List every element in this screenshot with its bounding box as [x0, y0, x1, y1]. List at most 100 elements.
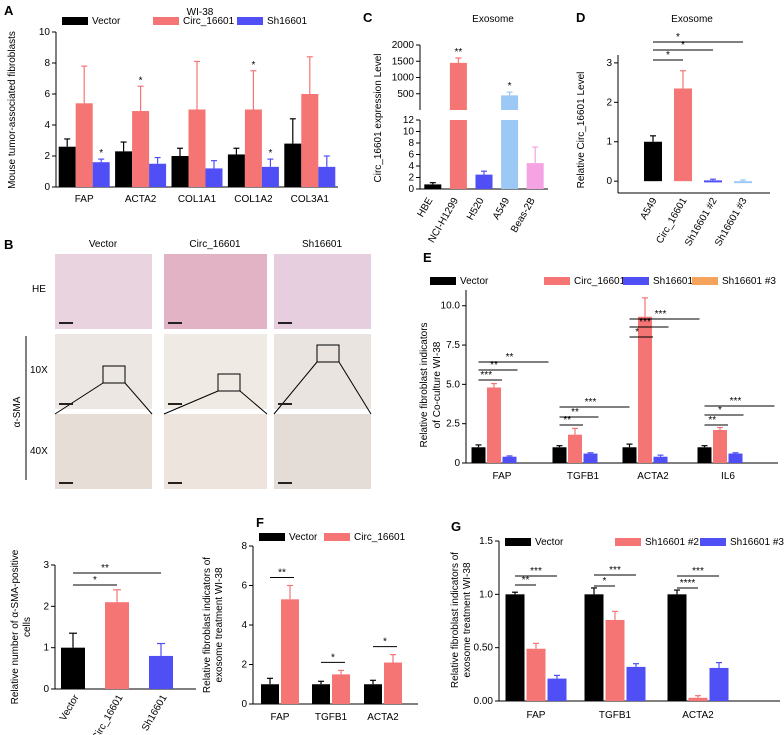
- c-bar: [501, 120, 519, 189]
- e-ylabel-1: Relative fibroblast indicators: [419, 322, 430, 447]
- f-bar: [384, 662, 402, 704]
- zoom-line: [338, 361, 372, 415]
- g-sig-star: ***: [692, 566, 704, 577]
- zoom-box-vector: [102, 365, 126, 384]
- img-40x-circ: [164, 414, 267, 489]
- e-legend-vector-label: Vector: [460, 276, 489, 287]
- g-legend-sh3-label: Sh16601 #3: [730, 537, 784, 548]
- a-bar: [227, 154, 245, 187]
- g-y-tick-label: 0.50: [474, 643, 494, 654]
- panel-b-micrographs: Vector Circ_16601 Sh16601 HE 10X 40X α-S…: [12, 239, 372, 489]
- bq-ylabel-1: Relative number of α-SMA-positive: [10, 549, 21, 704]
- d-bar: [704, 180, 722, 183]
- c-y-tick-label: 1000: [392, 73, 415, 84]
- a-bar: [92, 162, 110, 187]
- img-he-vector: [55, 254, 152, 329]
- g-legend-sh2-swatch: [615, 538, 641, 546]
- bq-bar: [105, 602, 129, 689]
- zoom-line: [54, 382, 104, 415]
- e-sig-star: **: [708, 415, 716, 426]
- e-sig-star: *: [718, 405, 722, 416]
- d-x-label: Sh16601 #3: [713, 196, 750, 249]
- a-bar: [115, 151, 133, 187]
- c-star: *: [508, 81, 512, 92]
- d-y-tick-label: 3: [606, 58, 612, 69]
- a-y-tick-label: 0: [44, 182, 50, 193]
- e-legend-circ-swatch: [544, 277, 570, 285]
- a-bar: [301, 94, 319, 187]
- c-y-tick-label: 500: [397, 89, 414, 100]
- g-legend-vector-swatch: [505, 538, 531, 546]
- e-y-tick-label: 2.5: [446, 419, 460, 430]
- c-bar: [501, 95, 519, 110]
- scale-bar: [278, 403, 292, 405]
- g-legend-vector-label: Vector: [535, 537, 564, 548]
- g-bar: [526, 648, 546, 701]
- img-he-sh: [274, 254, 371, 329]
- bq-ylabel-2: cells: [22, 617, 33, 637]
- img-10x-circ: [164, 334, 267, 409]
- c-ylabel: Circ_16601 expression Level: [373, 54, 384, 183]
- g-bar: [667, 594, 687, 701]
- g-bar: [505, 594, 525, 701]
- scale-bar: [278, 482, 292, 484]
- g-y-tick-label: 1.5: [479, 536, 493, 547]
- e-sig-star: ***: [639, 317, 651, 328]
- e-ylabel-2: of Co-culture WI-38: [432, 341, 443, 428]
- a-y-tick-label: 6: [44, 89, 50, 100]
- a-x-label: COL1A1: [178, 194, 217, 205]
- e-sig-star: ***: [655, 309, 667, 320]
- zoom-line: [239, 390, 268, 415]
- bq-bar: [61, 647, 85, 689]
- e-bar: [487, 387, 501, 463]
- f-bar: [281, 599, 299, 704]
- e-bar: [568, 434, 582, 463]
- c-y-tick-label: 1500: [392, 56, 415, 67]
- f-ylabel-2: exosome treatment WI-38: [214, 567, 225, 682]
- e-bar: [502, 456, 517, 463]
- d-x-label: Circ_16601: [654, 196, 689, 246]
- a-bar: [205, 168, 223, 187]
- c-y-tick-label: 8: [408, 138, 414, 149]
- f-bar: [312, 684, 330, 704]
- a-star: *: [99, 148, 103, 159]
- a-y-tick-label: 2: [44, 151, 50, 162]
- c-x-label: H520: [465, 196, 487, 223]
- b-row-he: HE: [32, 284, 46, 295]
- a-bar: [244, 109, 262, 187]
- e-x-label: TGFB1: [567, 471, 600, 482]
- c-x-label: A549: [491, 196, 512, 222]
- a-bar: [149, 163, 167, 187]
- c-bar: [526, 163, 544, 189]
- panel-label-c: C: [363, 10, 373, 25]
- e-legend-vector-swatch: [430, 277, 456, 285]
- c-y-tick-label: 4: [408, 161, 414, 172]
- e-sig-star: **: [571, 407, 579, 418]
- a-bar: [261, 166, 279, 187]
- d-sig-star: *: [666, 50, 670, 61]
- f-legend-vector-swatch: [259, 533, 285, 541]
- g-ylabel-2: exosome treatment WI-38: [462, 562, 473, 677]
- c-bar: [449, 120, 467, 189]
- c-bar: [449, 62, 467, 110]
- bq-y-tick-label: 3: [43, 560, 49, 571]
- g-sig-star: **: [522, 575, 530, 586]
- e-bar: [728, 453, 743, 463]
- zoom-line: [163, 390, 219, 415]
- bq-sig-star: **: [101, 563, 109, 574]
- e-bar: [638, 316, 652, 463]
- b-row-40x: 40X: [30, 446, 48, 457]
- bq-x-label: Vector: [58, 692, 82, 723]
- e-y-tick-label: 5.0: [446, 379, 460, 390]
- scale-bar: [59, 482, 73, 484]
- d-bar: [674, 88, 692, 182]
- d-x-label: A549: [638, 196, 659, 222]
- f-x-label: TGFB1: [315, 712, 348, 723]
- g-bar: [626, 666, 646, 701]
- a-bar: [58, 146, 76, 187]
- a-x-label: FAP: [75, 194, 94, 205]
- a-star: *: [268, 148, 272, 159]
- panel-label-f: F: [256, 515, 264, 530]
- img-he-circ: [164, 254, 267, 329]
- bq-sig-star: *: [93, 575, 97, 586]
